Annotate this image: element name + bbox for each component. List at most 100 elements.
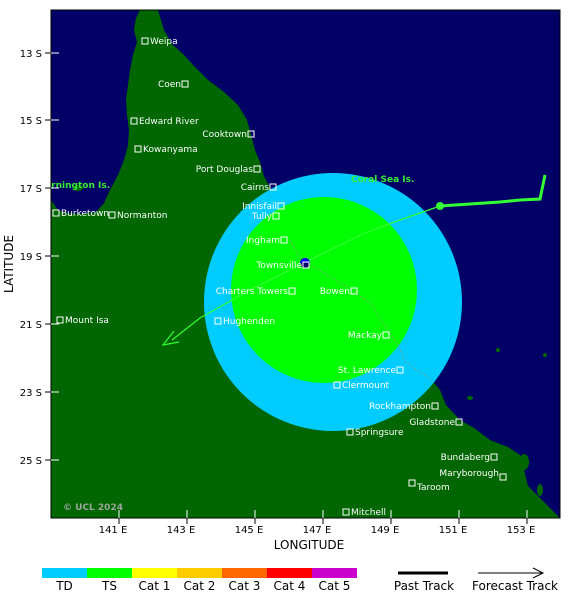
- legend-swatch: [222, 568, 267, 578]
- mornington-label: ornington Is.: [45, 181, 110, 191]
- place-marker: [52, 209, 60, 217]
- past-track-legend-label: Past Track: [394, 579, 454, 593]
- place-marker: [350, 287, 358, 295]
- mornington-island: [73, 185, 83, 191]
- place-label: Taroom: [416, 483, 450, 493]
- place-label: Burketown: [61, 209, 109, 219]
- x-tick-label: 153 E: [507, 525, 536, 536]
- place-marker: [214, 317, 222, 325]
- island-south: [537, 484, 543, 496]
- place-label: Ingham: [246, 236, 280, 246]
- place-label: Clermount: [342, 381, 390, 391]
- legend-label: Cat 2: [184, 579, 216, 593]
- y-tick-label: 15 S: [20, 116, 42, 127]
- reef-island: [543, 353, 547, 357]
- y-axis-title: LATITUDE: [2, 235, 16, 293]
- x-axis: 141 E 143 E 145 E 147 E 149 E 151 E 153 E: [99, 510, 536, 536]
- place-label: Kowanyama: [143, 145, 198, 155]
- place-label: Coen: [158, 80, 181, 90]
- legend-label: Cat 4: [274, 579, 306, 593]
- place-label: Townsville: [255, 261, 302, 271]
- legend-swatch: [132, 568, 177, 578]
- fraser-island: [519, 454, 529, 470]
- place-marker: [269, 183, 277, 191]
- place-label: St. Lawrence: [338, 366, 397, 376]
- x-axis-title: LONGITUDE: [274, 538, 344, 552]
- x-tick-label: 149 E: [371, 525, 400, 536]
- place-label: Maryborough: [439, 469, 499, 479]
- x-tick-label: 151 E: [439, 525, 468, 536]
- forecast-track-legend-label: Forecast Track: [472, 579, 558, 593]
- place-marker: [382, 331, 390, 339]
- place-marker: [302, 261, 310, 269]
- reef-island: [496, 348, 500, 352]
- place-marker: [396, 366, 404, 374]
- place-label: Normanton: [117, 211, 168, 221]
- place-label: Port Douglas: [196, 165, 254, 175]
- place-marker: [247, 130, 255, 138]
- legend-swatch: [42, 568, 87, 578]
- y-tick-label: 19 S: [20, 252, 42, 263]
- place-marker: [280, 236, 288, 244]
- y-axis: 13 S 15 S 17 S 19 S 21 S 23 S 25 S: [20, 49, 59, 467]
- place-label: Tully: [251, 212, 273, 222]
- place-marker: [408, 479, 416, 487]
- place-label: Charters Towers: [216, 287, 289, 297]
- reef-island: [467, 396, 473, 400]
- x-tick-label: 145 E: [235, 525, 264, 536]
- place-label: Cairns: [241, 183, 270, 193]
- legend-label: TS: [101, 579, 117, 593]
- place-marker: [253, 165, 261, 173]
- place-marker: [455, 418, 463, 426]
- x-tick-label: 143 E: [167, 525, 196, 536]
- legend-swatch: [87, 568, 132, 578]
- y-tick-label: 23 S: [20, 388, 42, 399]
- legend-label: TD: [55, 579, 73, 593]
- place-marker: [342, 508, 350, 516]
- place-marker: [108, 211, 116, 219]
- past-track-line: [439, 174, 547, 208]
- place-marker: [56, 316, 64, 324]
- legend-swatch: [267, 568, 312, 578]
- place-marker: [499, 473, 507, 481]
- place-label: Mount Isa: [65, 316, 109, 326]
- place-label: Gladstone: [409, 418, 455, 428]
- place-marker: [346, 428, 354, 436]
- y-tick-label: 17 S: [20, 184, 42, 195]
- forecast-track-line: [171, 205, 441, 341]
- legend-swatch: [312, 568, 357, 578]
- place-marker: [288, 287, 296, 295]
- legend-label: Cat 1: [139, 579, 171, 593]
- place-marker: [181, 80, 189, 88]
- place-marker: [130, 117, 138, 125]
- legend-label: Cat 3: [229, 579, 261, 593]
- plot-frame: [50, 9, 561, 519]
- place-label: Springsure: [355, 428, 404, 438]
- place-label: Weipa: [150, 37, 178, 47]
- place-marker: [490, 453, 498, 461]
- place-marker: [134, 145, 142, 153]
- place-label: Hughenden: [223, 317, 275, 327]
- legend: TD TS Cat 1 Cat 2 Cat 3 Cat 4 Cat 5: [42, 568, 357, 593]
- x-tick-label: 147 E: [303, 525, 332, 536]
- place-marker: [431, 402, 439, 410]
- coral-sea-label: Coral Sea Is.: [351, 175, 414, 185]
- coastline-overlay: [289, 239, 433, 381]
- place-label: Mackay: [348, 331, 383, 341]
- forecast-track-arrowhead: [161, 330, 180, 346]
- ts-wind-radius: [231, 197, 417, 383]
- place-label: Rockhampton: [369, 402, 431, 412]
- y-tick-label: 25 S: [20, 456, 42, 467]
- place-label: Bundaberg: [441, 453, 490, 463]
- place-label: Edward River: [139, 117, 199, 127]
- legend-label: Cat 5: [319, 579, 351, 593]
- legend-swatch: [177, 568, 222, 578]
- x-tick-label: 141 E: [99, 525, 128, 536]
- place-label: Mitchell: [351, 508, 386, 518]
- y-tick-label: 13 S: [20, 49, 42, 60]
- place-label: Innisfail: [242, 202, 277, 212]
- place-marker: [277, 202, 285, 210]
- place-label: Bowen: [320, 287, 350, 297]
